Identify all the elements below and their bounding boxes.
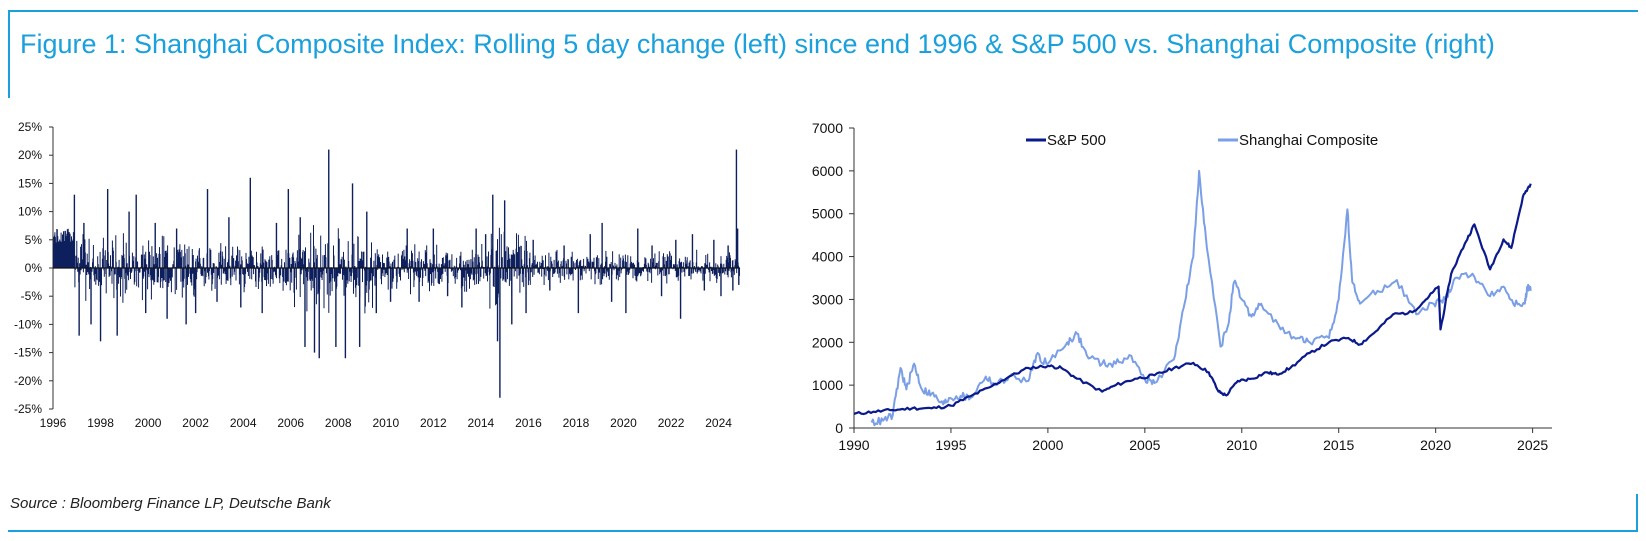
left-noise-bars [53, 225, 741, 314]
left-y-tick-label: -15% [14, 346, 42, 360]
frame-bottom-border [8, 530, 1638, 532]
rolling-change-chart: 25% 20% 15% 10% 5% 0% -5% -10% -15% -20% -25%1996 1… [14, 120, 741, 430]
right-x-tick-label: 2005 [1129, 437, 1160, 453]
right-x-tick-label: 2020 [1420, 437, 1451, 453]
right-y-tick-label: 5000 [812, 206, 843, 222]
left-y-tick-label: -25% [14, 402, 42, 416]
right-y-tick-label: 6000 [812, 163, 843, 179]
left-y-tick-label: 10% [18, 205, 42, 219]
left-x-tick-label: 2010 [372, 416, 399, 430]
right-y-tick-label: 4000 [812, 249, 843, 265]
left-x-tick-label: 2014 [468, 416, 495, 430]
left-x-tick-label: 2008 [325, 416, 352, 430]
left-y-tick-label: 15% [18, 176, 42, 190]
right-x-tick-label: 2000 [1032, 437, 1063, 453]
frame-left-border [8, 10, 10, 98]
left-x-tick-label: 2012 [420, 416, 447, 430]
left-y-tick-label: -10% [14, 317, 42, 331]
left-y-tick-label: -5% [21, 289, 43, 303]
left-x-tick-label: 2020 [610, 416, 637, 430]
left-x-tick-label: 1998 [87, 416, 114, 430]
left-x-tick-label: 2000 [135, 416, 162, 430]
right-y-tick-label: 2000 [812, 334, 843, 350]
right-y-tick-label: 3000 [812, 291, 843, 307]
right-y-tick-label: 7000 [812, 120, 843, 136]
right-x-tick-label: 1995 [935, 437, 966, 453]
frame-right-border [1636, 494, 1638, 532]
shanghai-series-line [870, 169, 1532, 427]
left-x-tick-label: 2024 [705, 416, 732, 430]
right-x-tick-label: 2025 [1517, 437, 1548, 453]
right-x-tick-label: 2010 [1226, 437, 1257, 453]
left-y-tick-label: 20% [18, 148, 42, 162]
left-y-tick-label: -20% [14, 374, 42, 388]
left-y-tick-label: 5% [25, 233, 43, 247]
left-x-tick-label: 2004 [230, 416, 257, 430]
left-x-tick-label: 2006 [277, 416, 304, 430]
left-bars [53, 149, 741, 398]
left-x-tick-label: 2022 [658, 416, 685, 430]
left-y-tick-label: 0% [25, 261, 43, 275]
right-y-tick-label: 1000 [812, 377, 843, 393]
frame-top-border [8, 10, 1638, 12]
figure-title: Figure 1: Shanghai Composite Index: Roll… [20, 29, 1495, 59]
left-x-tick-label: 2016 [515, 416, 542, 430]
left-x-tick-label: 2018 [563, 416, 590, 430]
right-y-tick-label: 0 [835, 420, 843, 436]
sp500-series-line [853, 183, 1532, 416]
legend-sp500-label: S&P 500 [1047, 132, 1106, 149]
legend-shanghai-label: Shanghai Composite [1239, 132, 1378, 149]
right-x-tick-label: 2015 [1323, 437, 1354, 453]
left-x-tick-label: 2002 [182, 416, 209, 430]
left-y-tick-label: 25% [18, 120, 42, 134]
source-note: Source : Bloomberg Finance LP, Deutsche … [10, 495, 331, 512]
right-x-tick-label: 1990 [838, 437, 869, 453]
left-x-tick-label: 1996 [40, 416, 67, 430]
